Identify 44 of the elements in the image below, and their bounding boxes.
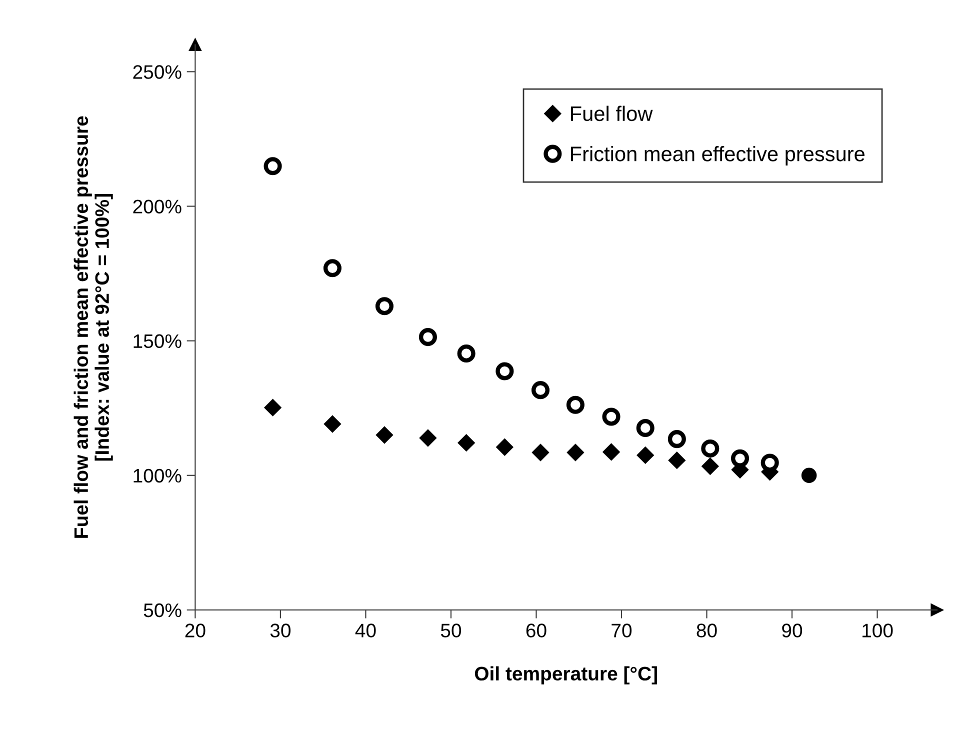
- y-tick-label: 150%: [134, 334, 182, 348]
- point: [419, 429, 437, 447]
- point: [324, 415, 342, 433]
- x-tick-label: 90: [782, 624, 802, 638]
- point: [532, 444, 550, 462]
- point: [566, 444, 584, 462]
- point: [496, 362, 514, 380]
- point: [376, 426, 394, 444]
- point: [375, 297, 394, 316]
- point: [458, 434, 475, 452]
- y-tick-label: 250%: [133, 65, 182, 79]
- point: [602, 408, 620, 426]
- x-tick-label: 100: [862, 624, 893, 638]
- y-tick-label: 100%: [134, 468, 182, 483]
- point: [566, 396, 584, 414]
- point: [602, 443, 620, 461]
- point: [701, 439, 720, 458]
- point: [668, 430, 686, 448]
- point: [457, 344, 476, 362]
- legend-label: Friction mean effective pressure: [571, 146, 864, 166]
- x-tick-label: 50: [440, 624, 462, 638]
- legend-label: Fuel flow: [571, 106, 653, 122]
- point: [264, 157, 282, 176]
- point: [531, 381, 550, 400]
- x-tick-label: 40: [355, 624, 376, 638]
- x-tick-label: 70: [612, 624, 632, 638]
- x-tick-label: 60: [526, 624, 546, 638]
- point: [636, 418, 654, 438]
- x-tick-label: 80: [696, 624, 717, 638]
- point: [496, 438, 514, 456]
- point: [702, 458, 719, 475]
- y-tick-label: 200%: [133, 200, 182, 214]
- point: [264, 399, 282, 416]
- point: [323, 259, 342, 278]
- y-axis-title: Fuel flow and friction mean effective pressure [Index: value at 92°C = 100%]: [74, 116, 113, 538]
- x-axis-title: Oil temperature [°C]: [474, 666, 657, 684]
- point: [801, 468, 817, 484]
- x-tick-label: 30: [270, 624, 291, 638]
- point: [730, 449, 750, 468]
- x-tick-label: 20: [185, 624, 206, 638]
- point: [418, 328, 437, 346]
- y-tick-label: 50%: [144, 603, 182, 618]
- point: [668, 452, 686, 469]
- point: [636, 446, 654, 464]
